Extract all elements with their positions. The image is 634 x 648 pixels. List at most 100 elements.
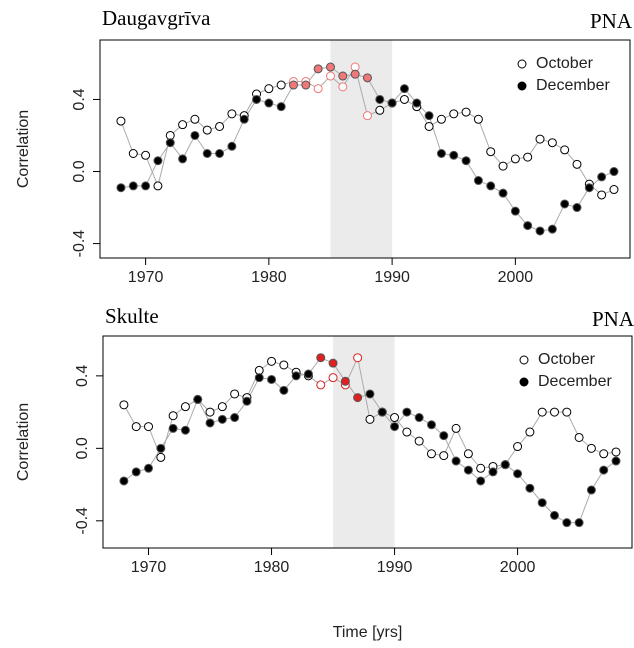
data-point — [141, 150, 151, 160]
data-point — [267, 356, 277, 366]
data-point — [227, 141, 237, 151]
data-point — [202, 125, 212, 135]
data-point — [153, 156, 163, 166]
data-point — [473, 114, 483, 124]
data-point — [599, 449, 609, 459]
y-tick-label: -0.4 — [74, 507, 91, 535]
data-point — [523, 152, 533, 162]
data-point — [488, 467, 498, 477]
data-point — [375, 94, 385, 104]
data-point — [328, 373, 338, 383]
data-point — [279, 385, 289, 395]
data-point — [402, 407, 412, 417]
data-point — [473, 176, 483, 186]
data-point — [414, 436, 424, 446]
data-point — [463, 449, 473, 459]
shaded-period — [333, 336, 395, 548]
data-point — [252, 94, 262, 104]
data-point — [463, 465, 473, 475]
data-point — [390, 422, 400, 432]
data-point — [362, 73, 372, 83]
data-point — [144, 463, 154, 473]
data-point — [461, 107, 471, 117]
data-point — [230, 413, 240, 423]
chart-title: Daugavgrīva — [102, 6, 211, 30]
data-point — [168, 411, 178, 421]
data-point — [586, 485, 596, 495]
data-point — [412, 98, 422, 108]
data-point — [597, 172, 607, 182]
y-tick-label: 0.4 — [74, 365, 91, 387]
data-point — [144, 422, 154, 432]
data-point — [498, 188, 508, 198]
data-point — [461, 156, 471, 166]
data-point — [549, 407, 559, 417]
data-point — [254, 373, 264, 383]
data-point — [119, 400, 129, 410]
y-tick-label: 0.4 — [71, 88, 88, 110]
annotation: PNA — [592, 307, 634, 331]
data-point — [439, 431, 449, 441]
data-point — [510, 206, 520, 216]
data-point — [215, 149, 225, 159]
data-point — [353, 393, 363, 403]
data-point — [325, 62, 335, 72]
x-tick-label: 1980 — [254, 559, 290, 576]
x-tick-label: 1970 — [128, 269, 164, 286]
data-point — [325, 71, 335, 81]
data-point — [547, 138, 557, 148]
data-point — [574, 518, 584, 528]
data-point — [424, 111, 434, 121]
data-point — [190, 130, 200, 140]
data-point — [451, 423, 461, 433]
data-point — [535, 134, 545, 144]
data-point — [560, 145, 570, 155]
x-tick-label: 1970 — [131, 559, 167, 576]
data-point — [365, 389, 375, 399]
data-point — [377, 407, 387, 417]
x-tick-label: 1990 — [377, 559, 413, 576]
legend-label: October — [536, 55, 594, 72]
data-point — [387, 98, 397, 108]
data-point — [156, 452, 166, 462]
data-point — [609, 167, 619, 177]
x-tick-label: 1980 — [251, 269, 287, 286]
data-point — [313, 64, 323, 74]
data-point — [399, 94, 409, 104]
data-point — [609, 185, 619, 195]
data-point — [414, 413, 424, 423]
data-point — [128, 149, 138, 159]
data-point — [116, 183, 126, 193]
legend-marker — [517, 81, 527, 91]
data-point — [242, 396, 252, 406]
data-point — [338, 82, 348, 92]
annotation: PNA — [590, 9, 633, 33]
data-point — [313, 84, 323, 94]
chart-title: Skulte — [105, 304, 159, 328]
data-point — [301, 80, 311, 90]
data-point — [586, 443, 596, 453]
data-point — [362, 111, 372, 121]
data-point — [156, 443, 166, 453]
data-point — [141, 181, 151, 191]
data-point — [202, 149, 212, 159]
data-point — [205, 407, 215, 417]
data-point — [572, 203, 582, 213]
data-point — [239, 114, 249, 124]
data-point — [525, 427, 535, 437]
data-point — [316, 353, 326, 363]
legend-label: October — [538, 351, 596, 368]
data-point — [399, 84, 409, 94]
data-point — [498, 161, 508, 171]
data-point — [128, 181, 138, 191]
legend-label: December — [538, 373, 612, 390]
data-point — [264, 98, 274, 108]
legend-label: December — [536, 77, 610, 94]
data-point — [328, 358, 338, 368]
plot-frame — [99, 39, 631, 259]
data-point — [180, 425, 190, 435]
data-point — [390, 413, 400, 423]
data-point — [178, 154, 188, 164]
y-tick-label: 0.0 — [71, 160, 88, 182]
data-point — [436, 149, 446, 159]
